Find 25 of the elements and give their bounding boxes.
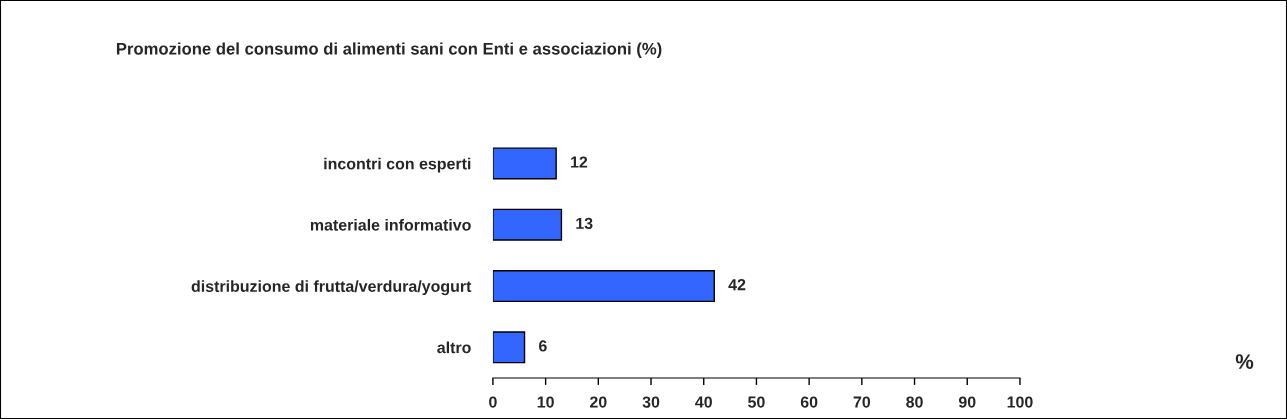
- x-tick-label: 30: [642, 396, 660, 408]
- data-label: 13: [576, 217, 593, 230]
- y-tick-label: distribuzione di frutta/verdura/yogurt: [191, 280, 472, 296]
- x-tick-label: 60: [800, 396, 818, 408]
- x-tick-label: 100: [1007, 396, 1033, 408]
- bar: [492, 270, 715, 303]
- bar: [492, 208, 563, 241]
- x-tick-label: 50: [748, 396, 765, 408]
- x-tick-label: 40: [695, 396, 712, 408]
- data-label: 6: [539, 340, 547, 352]
- text: %: [1235, 354, 1254, 369]
- bar: [492, 147, 557, 180]
- x-tick-label: 90: [958, 396, 976, 408]
- data-label: 12: [571, 156, 588, 168]
- x-tick-label: 70: [853, 396, 871, 408]
- chart-title: Promozione del consumo di alimenti sani con Enti e associazioni (%): [116, 42, 662, 58]
- data-label: 42: [728, 279, 746, 291]
- x-tick-label: 80: [906, 396, 923, 408]
- y-tick-label: incontri con esperti: [324, 157, 471, 173]
- x-tick-label: 0: [489, 396, 497, 408]
- bar: [492, 331, 526, 364]
- x-tick-label: 10: [537, 396, 554, 408]
- y-tick-label: materiale informativo: [310, 218, 471, 231]
- y-tick-label: altro: [437, 341, 471, 354]
- x-tick-label: 20: [590, 396, 607, 408]
